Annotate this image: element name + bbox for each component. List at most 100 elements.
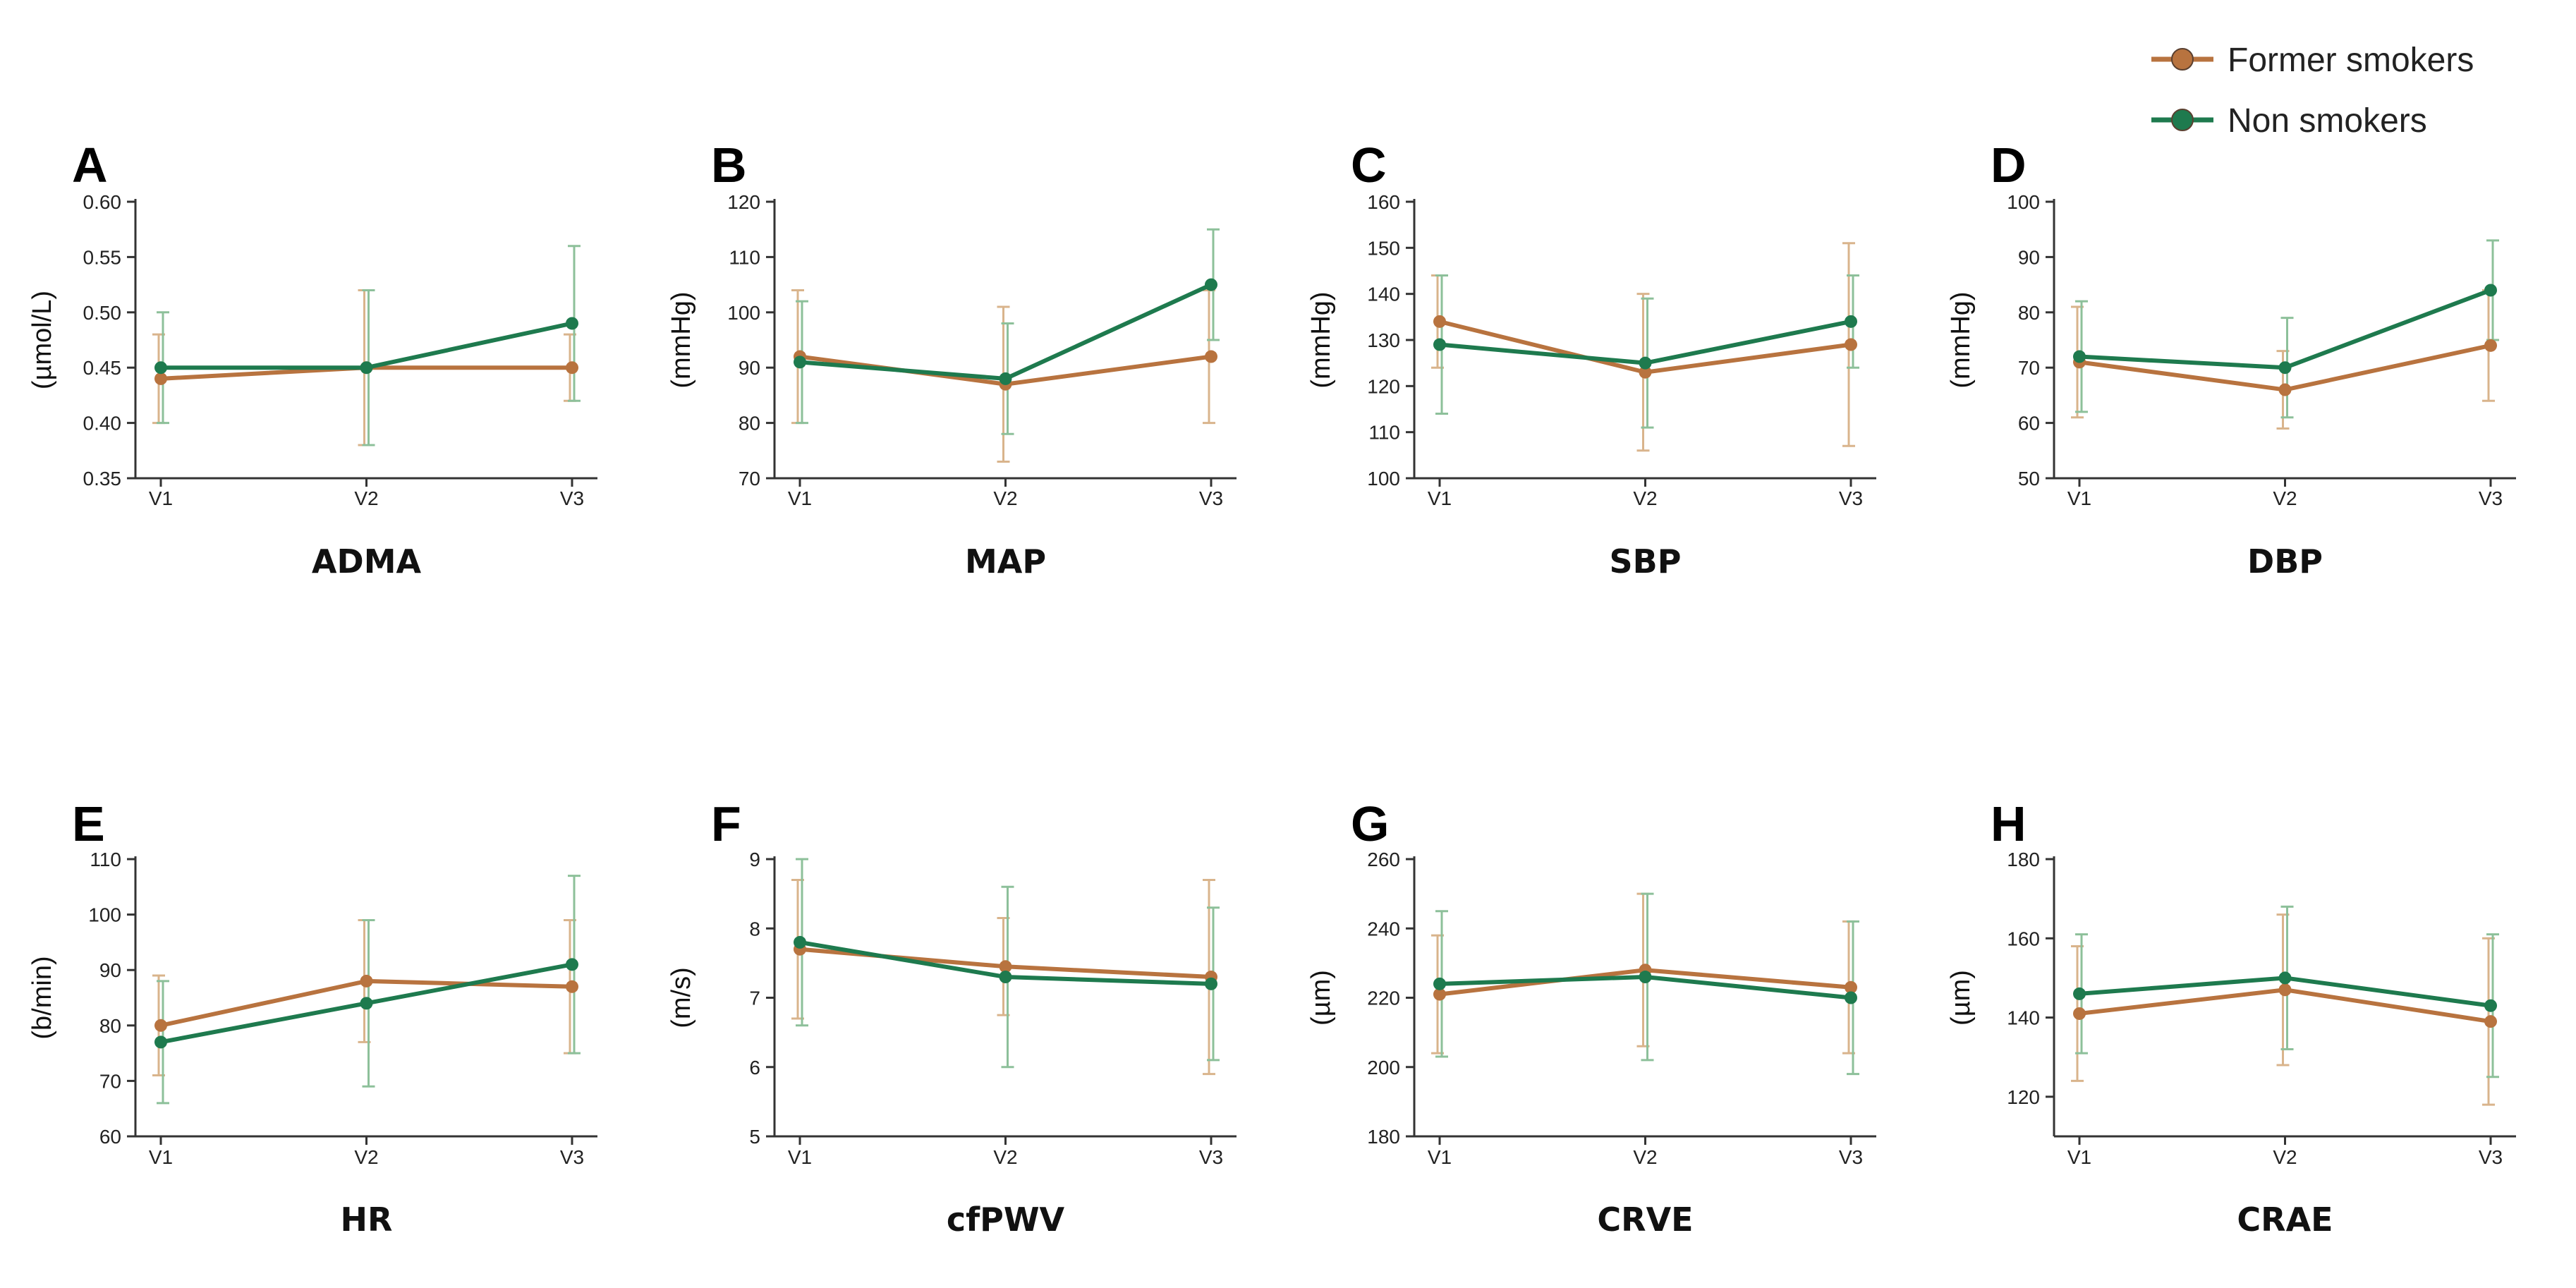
y-tick-label: 180 [2007, 849, 2040, 870]
x-tick-label: V3 [1839, 487, 1863, 509]
x-tick-label: V2 [1633, 487, 1657, 509]
y-tick-label: 100 [1367, 468, 1400, 490]
y-tick-label: 100 [727, 302, 760, 324]
y-tick-label: 240 [1367, 918, 1400, 940]
x-tick-label: V1 [149, 1146, 173, 1168]
data-point-former-smokers [1205, 350, 1217, 363]
y-tick-label: 0.60 [83, 191, 122, 213]
y-tick-label: 120 [1367, 375, 1400, 397]
data-point-former-smokers [566, 980, 578, 993]
panel-letter: A [72, 138, 108, 193]
y-tick-label: 0.50 [83, 302, 122, 324]
panel-letter: G [1351, 796, 1389, 851]
y-tick-label: 140 [2007, 1007, 2040, 1029]
y-tick-label: 100 [88, 904, 121, 926]
x-tick-label: V2 [354, 487, 378, 509]
y-axis-label: (b/min) [28, 956, 57, 1039]
data-point-non-smokers [2073, 987, 2086, 1000]
y-tick-label: 70 [99, 1070, 121, 1092]
data-point-former-smokers [154, 372, 167, 385]
y-tick-label: 120 [2007, 1086, 2040, 1108]
x-tick-label: V1 [149, 487, 173, 509]
x-axis-label: SBP [1610, 542, 1682, 581]
x-tick-label: V1 [1428, 487, 1452, 509]
y-tick-label: 80 [2018, 302, 2040, 324]
y-tick-label: 80 [739, 413, 760, 435]
data-point-non-smokers [1639, 971, 1652, 984]
panel-letter: C [1351, 138, 1387, 193]
data-point-non-smokers [1845, 991, 1857, 1004]
x-axis-label: CRVE [1597, 1201, 1693, 1239]
y-tick-label: 100 [2007, 191, 2040, 213]
data-point-former-smokers [1845, 338, 1857, 351]
data-point-former-smokers [2278, 383, 2292, 396]
x-axis-label: MAP [965, 542, 1046, 581]
x-tick-label: V1 [1428, 1146, 1452, 1168]
x-tick-label: V3 [560, 487, 584, 509]
data-point-non-smokers [1433, 338, 1446, 351]
y-tick-label: 140 [1367, 284, 1400, 305]
data-point-non-smokers [2484, 999, 2497, 1012]
y-axis-label: (mmHg) [1946, 291, 1976, 388]
x-tick-label: V1 [2067, 1146, 2091, 1168]
x-axis-label: HR [341, 1201, 393, 1239]
data-point-former-smokers [2484, 339, 2497, 352]
y-tick-label: 60 [2018, 413, 2040, 435]
data-point-former-smokers [2278, 983, 2292, 997]
x-axis-label: CRAE [2237, 1201, 2333, 1239]
x-axis-label: cfPWV [947, 1201, 1065, 1239]
y-tick-label: 130 [1367, 329, 1400, 351]
data-point-former-smokers [2484, 1015, 2497, 1028]
y-tick-label: 60 [99, 1126, 121, 1148]
data-point-former-smokers [2073, 1007, 2086, 1020]
y-tick-label: 5 [749, 1126, 760, 1148]
x-tick-label: V3 [2479, 1146, 2503, 1168]
x-tick-label: V3 [1199, 487, 1223, 509]
y-axis-label: (µm) [1306, 970, 1336, 1026]
y-axis-label: (µm) [1946, 970, 1976, 1026]
panel-letter: B [711, 138, 747, 193]
x-tick-label: V2 [354, 1146, 378, 1168]
data-point-non-smokers [154, 361, 167, 375]
data-point-former-smokers [1845, 980, 1857, 994]
data-point-non-smokers [1205, 278, 1217, 291]
x-tick-label: V2 [1633, 1146, 1657, 1168]
x-tick-label: V2 [993, 487, 1017, 509]
data-point-non-smokers [794, 935, 806, 949]
y-tick-label: 0.55 [83, 246, 122, 268]
data-point-non-smokers [999, 372, 1012, 385]
x-tick-label: V3 [2479, 487, 2503, 509]
x-tick-label: V3 [560, 1146, 584, 1168]
series-line-non-smokers [161, 321, 573, 370]
y-tick-label: 110 [90, 849, 121, 870]
y-tick-label: 0.40 [83, 413, 122, 435]
x-tick-label: V1 [788, 1146, 812, 1168]
y-tick-label: 0.45 [83, 357, 122, 379]
x-tick-label: V1 [2067, 487, 2091, 509]
panel-a: A 0.35 0.40 0.45 0.50 0.55 0.60 V1 V2 V3 (µmol/L) A… [28, 138, 597, 581]
x-tick-label: V2 [2273, 487, 2297, 509]
y-tick-label: 160 [1367, 191, 1400, 213]
panel-letter: F [711, 796, 741, 851]
data-point-former-smokers [999, 960, 1012, 973]
data-point-non-smokers [566, 317, 578, 330]
legend-label: Non smokers [2228, 102, 2427, 140]
data-point-non-smokers [2278, 971, 2292, 985]
y-tick-label: 70 [739, 468, 760, 490]
panel-d: D 50 60 70 80 90 100 V1 V2 V3 (mmHg) DBP [1946, 138, 2516, 581]
y-tick-label: 90 [99, 959, 121, 981]
legend-label: Former smokers [2228, 42, 2474, 79]
y-tick-label: 6 [749, 1057, 760, 1079]
panel-c: C 100 110 120 130 140 150 160 V1 V2 V3 (mmHg) SBP [1306, 138, 1876, 581]
data-point-non-smokers [1845, 315, 1857, 328]
x-tick-label: V3 [1839, 1146, 1863, 1168]
y-tick-label: 0.35 [83, 468, 122, 490]
y-tick-label: 80 [99, 1015, 121, 1037]
y-tick-label: 160 [2007, 928, 2040, 949]
y-tick-label: 7 [749, 988, 760, 1009]
x-tick-label: V1 [788, 487, 812, 509]
x-tick-label: V3 [1199, 1146, 1223, 1168]
data-point-non-smokers [794, 356, 806, 369]
legend: Former smokers Non smokers [2151, 42, 2474, 140]
